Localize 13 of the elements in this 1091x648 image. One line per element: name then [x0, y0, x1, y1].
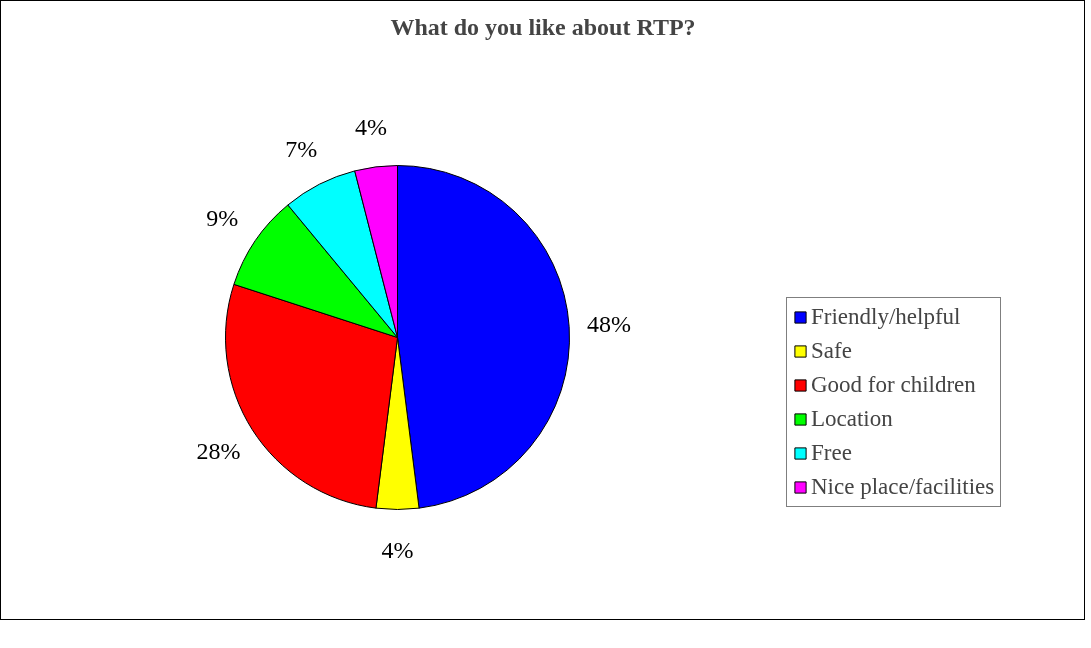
legend-label: Good for children	[811, 372, 976, 398]
legend-label: Location	[811, 406, 893, 432]
legend-label: Friendly/helpful	[811, 304, 961, 330]
chart-title: What do you like about RTP?	[390, 13, 696, 40]
legend-label: Safe	[811, 338, 852, 364]
data-label: 4%	[354, 114, 387, 141]
legend-label: Free	[811, 440, 852, 466]
data-label: 9%	[206, 205, 239, 232]
data-label: 48%	[587, 311, 632, 338]
data-label: 28%	[196, 438, 241, 465]
data-label: 7%	[285, 135, 318, 162]
legend-label: Nice place/facilities	[811, 474, 995, 500]
data-label: 4%	[381, 536, 414, 563]
